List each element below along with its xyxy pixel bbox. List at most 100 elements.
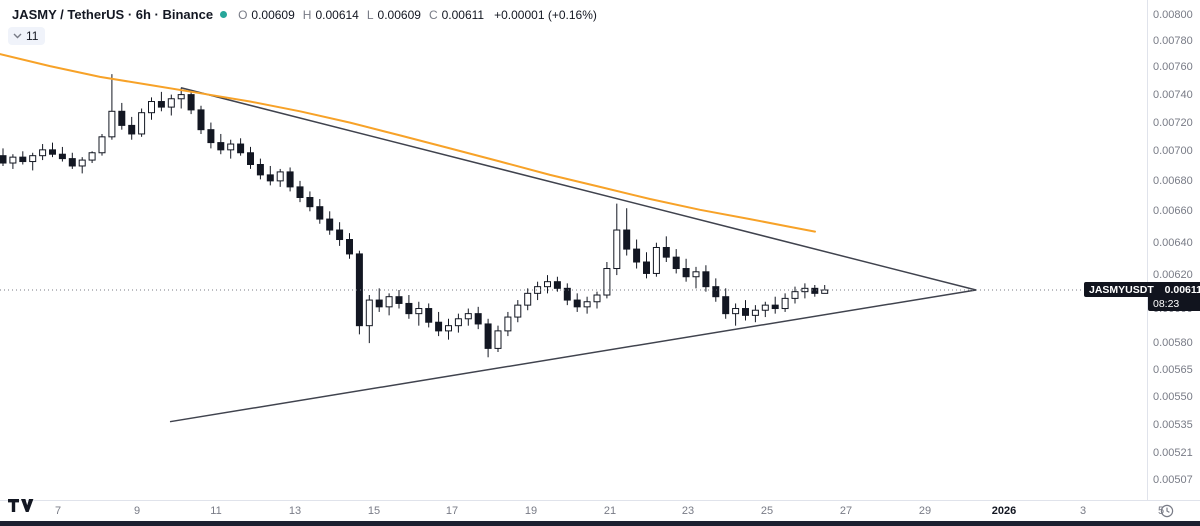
candle (415, 301, 423, 326)
candle (49, 142, 56, 158)
candle (138, 108, 146, 137)
price-tick: 0.00535 (1153, 419, 1193, 432)
time-tick: 29 (918, 505, 932, 517)
candle (445, 318, 452, 340)
time-tick: 15 (367, 505, 381, 517)
ma-line[interactable] (0, 53, 816, 233)
candle (237, 138, 245, 156)
last-price-label: JASMYUSDT 0.00611 (1084, 282, 1200, 297)
candle (633, 239, 641, 269)
candle (0, 148, 7, 166)
candle (276, 168, 284, 187)
time-tick: 23 (681, 505, 695, 517)
time-tick: 13 (288, 505, 302, 517)
candle (603, 262, 611, 299)
candle (534, 281, 542, 301)
ohlc-open-label: O (238, 7, 248, 22)
candle (454, 313, 462, 333)
candle (672, 249, 680, 274)
ohlc-open-value: 0.00609 (251, 7, 295, 22)
candle (19, 151, 27, 165)
candle (435, 311, 443, 337)
candle (346, 233, 353, 259)
candle (464, 308, 472, 326)
candle (553, 276, 561, 292)
time-tick: 11 (210, 505, 222, 517)
price-tick: 0.00550 (1153, 391, 1193, 404)
price-tick: 0.00565 (1153, 363, 1193, 376)
candle (652, 242, 660, 277)
ohlc-change: +0.00001 (+0.16%) (494, 7, 597, 22)
candle (682, 258, 690, 282)
candle (702, 265, 710, 292)
candle (781, 293, 789, 312)
time-tick: 7 (54, 505, 62, 517)
badge-count: 11 (26, 29, 39, 43)
candle (375, 288, 383, 312)
price-scale[interactable]: 0.00800 0.00780 0.00760 0.00740 0.00720 0.007… (1147, 0, 1200, 500)
price-tick: 0.00700 (1153, 145, 1193, 158)
candle (573, 293, 581, 312)
candle (187, 90, 195, 115)
collapsed-indicators-badge[interactable]: 11 (8, 27, 46, 45)
candle (167, 94, 175, 116)
candle (247, 146, 254, 169)
candle (98, 133, 106, 156)
candle (494, 325, 502, 352)
countdown-value: 08:23 (1153, 298, 1180, 310)
timezone-clock-icon[interactable] (1160, 504, 1174, 523)
candle (761, 301, 769, 318)
time-tick: 25 (760, 505, 774, 517)
candle (148, 97, 155, 120)
chart-header: JASMY / TetherUS · 6h · Binance O 0.00609… (12, 7, 597, 22)
candle (643, 252, 650, 279)
candle (365, 295, 373, 344)
candle (791, 286, 799, 304)
time-tick: 9 (133, 505, 141, 517)
time-scale[interactable]: 7 9 11 13 15 17 19 21 23 25 27 29 2026 3 5 (0, 501, 1200, 521)
time-tick: 17 (445, 505, 459, 517)
candle (296, 180, 304, 203)
trendline-upper[interactable] (180, 87, 977, 291)
candle (425, 303, 433, 328)
chevron-down-icon (13, 33, 22, 39)
candle (751, 305, 759, 323)
candle (623, 208, 631, 256)
time-tick: 27 (839, 505, 853, 517)
candle (128, 116, 136, 140)
ohlc-high-label: H (302, 7, 312, 22)
candle (256, 158, 264, 180)
price-tick: 0.00800 (1153, 9, 1193, 22)
price-tick: 0.00521 (1153, 446, 1193, 459)
candle (662, 236, 670, 263)
candle (217, 133, 225, 155)
tradingview-logo[interactable] (8, 497, 34, 519)
candle (58, 146, 66, 162)
candle (9, 154, 17, 169)
symbol-title[interactable]: JASMY / TetherUS · 6h · Binance (12, 7, 214, 22)
ohlc-close-label: C (428, 7, 438, 22)
candle (583, 296, 591, 314)
price-tick: 0.00507 (1153, 474, 1193, 487)
price-tick: 0.00740 (1153, 88, 1193, 101)
price-tick: 0.00580 (1153, 337, 1193, 350)
candle (821, 285, 829, 294)
price-scale-border (1147, 0, 1148, 500)
candle (306, 191, 314, 212)
trendline-lower[interactable] (169, 289, 977, 423)
candle (692, 266, 700, 289)
candle (118, 102, 126, 130)
candle (474, 306, 482, 330)
candle (78, 157, 86, 174)
candle (177, 87, 185, 109)
candle (39, 144, 47, 161)
time-tick: 21 (603, 505, 617, 517)
candle (395, 290, 403, 309)
candle (385, 293, 393, 316)
candle (742, 300, 749, 321)
candle (484, 318, 492, 358)
candle (157, 91, 165, 112)
candle (771, 296, 779, 314)
